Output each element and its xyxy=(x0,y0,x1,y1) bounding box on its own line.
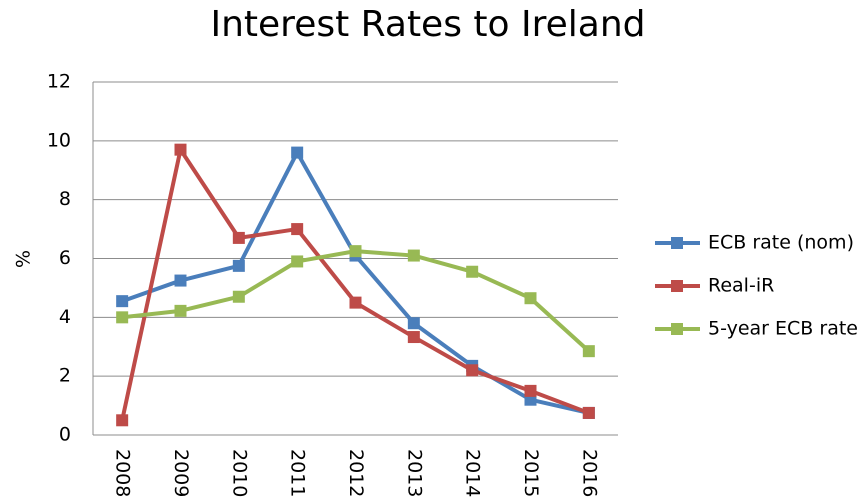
marker xyxy=(407,317,420,330)
legend-marker xyxy=(671,237,683,249)
marker xyxy=(407,331,420,344)
y-tick-label: 0 xyxy=(59,424,71,446)
x-tick-label: 2012 xyxy=(345,449,367,497)
marker xyxy=(291,255,304,268)
y-tick-label: 8 xyxy=(59,188,71,210)
marker xyxy=(291,146,304,159)
marker xyxy=(116,311,129,324)
x-tick-label: 2016 xyxy=(578,449,600,497)
y-tick-label: 4 xyxy=(59,306,71,328)
chart-title: Interest Rates to Ireland xyxy=(210,4,645,45)
marker xyxy=(174,143,187,156)
marker xyxy=(582,406,595,419)
legend-label: Real-iR xyxy=(708,275,774,297)
marker xyxy=(174,274,187,287)
y-tick-label: 10 xyxy=(47,129,71,151)
x-tick-label: 2011 xyxy=(287,449,309,497)
x-tick-label: 2009 xyxy=(170,449,192,497)
marker xyxy=(349,245,362,258)
x-tick-label: 2010 xyxy=(228,449,250,497)
marker xyxy=(582,345,595,358)
marker xyxy=(524,292,537,305)
marker xyxy=(291,223,304,236)
x-tick-label: 2013 xyxy=(403,449,425,497)
marker xyxy=(116,414,129,427)
marker xyxy=(232,231,245,244)
y-tick-label: 12 xyxy=(47,71,71,93)
legend-label: 5-year ECB rate xyxy=(708,318,858,340)
marker xyxy=(349,296,362,309)
x-tick-label: 2015 xyxy=(520,449,542,497)
series-line xyxy=(120,147,590,421)
y-axis-label: % xyxy=(13,250,35,268)
marker xyxy=(524,384,537,397)
marker xyxy=(174,304,187,317)
x-tick-label: 2008 xyxy=(112,449,134,497)
legend-label: ECB rate (nom) xyxy=(708,232,854,254)
legend-marker xyxy=(671,280,683,292)
marker xyxy=(232,259,245,272)
marker xyxy=(232,290,245,303)
marker xyxy=(466,364,479,377)
y-tick-label: 6 xyxy=(59,247,71,269)
marker xyxy=(116,295,129,308)
y-tick-label: 2 xyxy=(59,365,71,387)
series-line xyxy=(121,150,590,415)
legend-marker xyxy=(671,323,683,335)
x-tick-label: 2014 xyxy=(462,449,484,497)
marker xyxy=(407,249,420,262)
marker xyxy=(466,265,479,278)
